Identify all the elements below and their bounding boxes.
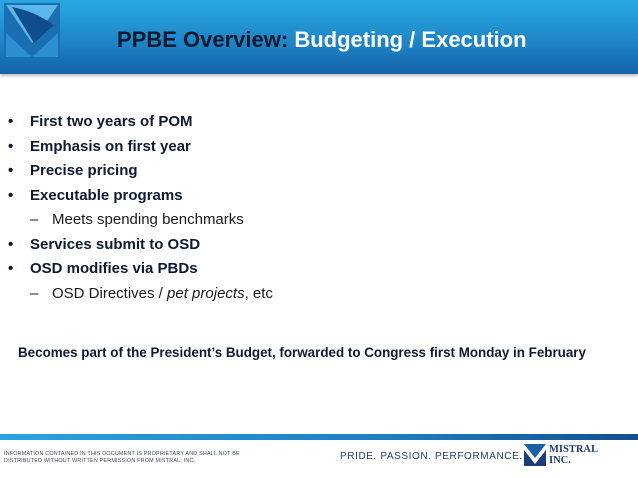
mistral-footer-logo-icon <box>524 444 546 466</box>
bullet-list: • First two years of POM • Emphasis on fir… <box>8 110 273 306</box>
title-topic: Budgeting / Execution <box>288 27 527 52</box>
sub-bullet-item: – OSD Directives / pet projects, etc <box>30 284 273 302</box>
bullet-item: • Precise pricing <box>8 162 138 179</box>
company-name: MISTRAL INC. <box>549 444 599 466</box>
title-overview: BE Overview: <box>146 27 289 52</box>
bullet-item: • Services submit to OSD <box>8 235 201 253</box>
footer-stripe <box>0 434 638 440</box>
title-pp: PP <box>117 27 147 52</box>
mistral-logo-icon <box>4 3 60 59</box>
bullet-item: • Emphasis on first year <box>8 137 191 155</box>
bullet-item: • OSD modifies via PBDs <box>8 260 198 277</box>
summary-note: Becomes part of the President’s Budget, … <box>18 345 586 360</box>
sub-bullet-item: – Meets spending benchmarks <box>30 211 244 228</box>
bullet-item: • Executable programs <box>8 186 183 204</box>
footer-disclaimer: Information contained in this document i… <box>4 451 240 464</box>
bullet-item: • First two years of POM <box>8 113 193 130</box>
footer-slogan: PRIDE. PASSION. PERFORMANCE. <box>340 451 523 462</box>
title-bar: PPBE Overview: Budgeting / Execution <box>0 0 638 74</box>
slide-title: PPBE Overview: Budgeting / Execution <box>117 27 527 53</box>
